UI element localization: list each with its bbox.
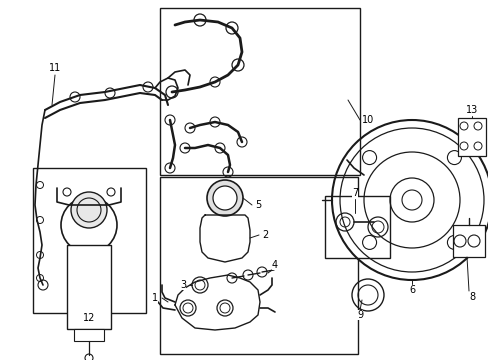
Circle shape <box>213 186 237 210</box>
Text: 1: 1 <box>152 293 158 303</box>
Bar <box>160 8 359 175</box>
Text: 11: 11 <box>49 63 61 73</box>
Bar <box>452 225 484 257</box>
Text: 2: 2 <box>262 230 267 240</box>
Circle shape <box>217 300 232 316</box>
Bar <box>33 168 146 313</box>
Text: 9: 9 <box>356 310 362 320</box>
Circle shape <box>206 180 243 216</box>
Bar <box>325 196 389 258</box>
Text: 5: 5 <box>254 200 261 210</box>
Circle shape <box>183 303 193 313</box>
Text: 12: 12 <box>82 313 95 323</box>
Text: 3: 3 <box>180 280 185 290</box>
Circle shape <box>180 300 196 316</box>
Text: 10: 10 <box>361 115 373 125</box>
Text: 8: 8 <box>468 292 474 302</box>
Text: 7: 7 <box>351 188 357 198</box>
Text: 6: 6 <box>408 285 414 295</box>
Bar <box>74 329 104 341</box>
Polygon shape <box>200 215 249 262</box>
Polygon shape <box>175 275 260 330</box>
Text: 13: 13 <box>465 105 477 115</box>
Circle shape <box>220 303 229 313</box>
Bar <box>67 245 111 329</box>
Text: 4: 4 <box>271 260 278 270</box>
Bar <box>160 177 357 354</box>
Circle shape <box>71 192 107 228</box>
Bar <box>457 118 485 156</box>
